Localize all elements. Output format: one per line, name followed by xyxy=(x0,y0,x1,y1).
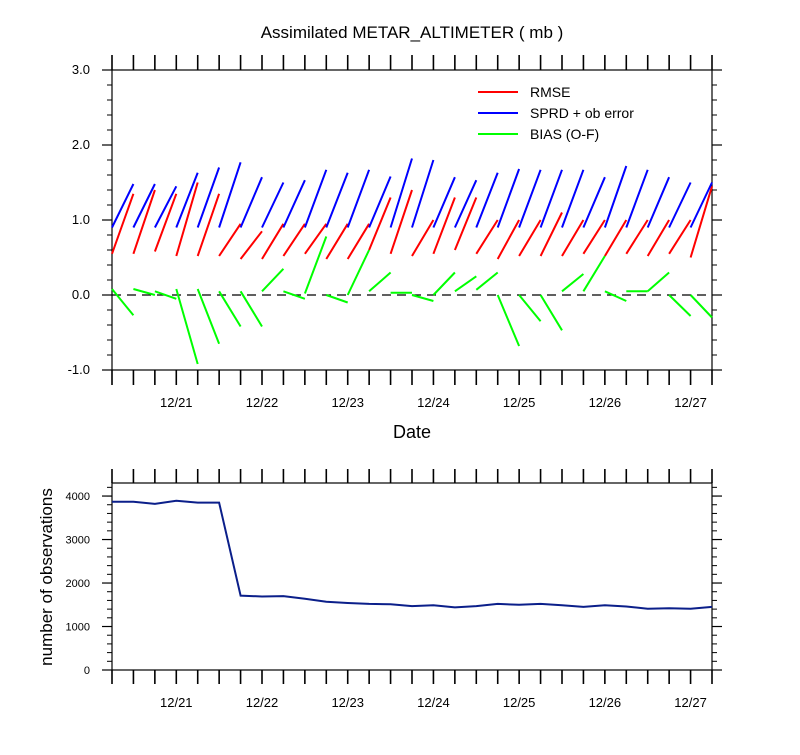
observations-line xyxy=(112,499,713,610)
x-tick-label: 12/25 xyxy=(503,395,536,410)
bottom-plot-area: 4000 3000 2000 1000 0 12/21 12/22 12/23 12/24 12/… xyxy=(66,469,722,710)
plot-frame xyxy=(111,482,713,671)
observations-chart: number of observations 4000 3000 2000 1000 0… xyxy=(37,469,722,710)
x-tick-label: 12/22 xyxy=(246,395,279,410)
bias-line xyxy=(111,236,713,365)
x-tick-label: 12/27 xyxy=(674,695,707,710)
x-tick-label: 12/23 xyxy=(331,695,364,710)
legend: RMSE SPRD + ob error BIAS (O-F) xyxy=(478,84,634,142)
x-tick-label: 12/22 xyxy=(246,695,279,710)
y-tick-label: 0.0 xyxy=(72,287,90,302)
x-axis-label: Date xyxy=(393,422,431,442)
x-tick-label: 12/27 xyxy=(674,395,707,410)
top-plot-area: 3.0 2.0 1.0 0.0 -1.0 12/21 12/22 12/23 12/24 12/2… xyxy=(68,55,722,410)
y-tick-label: 4000 xyxy=(66,491,90,503)
x-tick-label: 12/21 xyxy=(160,695,193,710)
y-tick-label: 2.0 xyxy=(72,137,90,152)
legend-label: RMSE xyxy=(530,84,570,100)
x-tick-label: 12/26 xyxy=(589,695,622,710)
rmse-line xyxy=(111,182,713,260)
legend-label: BIAS (O-F) xyxy=(530,126,599,142)
x-tick-label: 12/26 xyxy=(589,395,622,410)
x-tick-label: 12/24 xyxy=(417,395,450,410)
bias-rmse-chart: Assimilated METAR_ALTIMETER ( mb ) 3.0 2.… xyxy=(68,23,722,442)
x-tick-label: 12/24 xyxy=(417,695,450,710)
y-tick-label: 0 xyxy=(84,665,90,677)
legend-label: SPRD + ob error xyxy=(530,105,634,121)
x-tick-label: 12/23 xyxy=(331,395,364,410)
y-tick-label: 3000 xyxy=(66,535,90,547)
x-tick-label: 12/21 xyxy=(160,395,193,410)
y-tick-label: 1.0 xyxy=(72,212,90,227)
y-tick-label: -1.0 xyxy=(68,362,90,377)
spread-line xyxy=(111,158,713,228)
y-tick-label: 3.0 xyxy=(72,62,90,77)
y-tick-label: 1000 xyxy=(66,622,90,634)
chart-title: Assimilated METAR_ALTIMETER ( mb ) xyxy=(261,23,564,42)
x-tick-label: 12/25 xyxy=(503,695,536,710)
y-tick-label: 2000 xyxy=(66,578,90,590)
y-axis-label: number of observations xyxy=(37,488,56,666)
